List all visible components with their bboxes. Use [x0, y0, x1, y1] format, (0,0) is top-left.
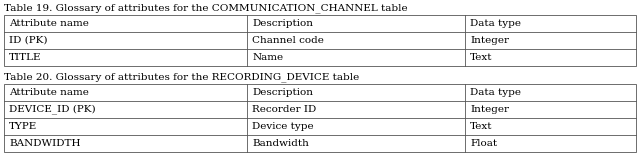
- Text: Text: Text: [470, 53, 493, 62]
- Text: Name: Name: [252, 53, 284, 62]
- Text: TITLE: TITLE: [9, 53, 42, 62]
- Text: Integer: Integer: [470, 105, 509, 114]
- Bar: [4, 84, 636, 152]
- Text: Bandwidth: Bandwidth: [252, 139, 309, 148]
- Text: Channel code: Channel code: [252, 36, 324, 45]
- Text: Attribute name: Attribute name: [9, 88, 89, 97]
- Text: DEVICE_ID (PK): DEVICE_ID (PK): [9, 105, 95, 114]
- Text: Attribute name: Attribute name: [9, 19, 89, 28]
- Text: ID (PK): ID (PK): [9, 36, 47, 45]
- Text: Table 19. Glossary of attributes for the COMMUNICATION_CHANNEL table: Table 19. Glossary of attributes for the…: [4, 3, 408, 13]
- Text: Data type: Data type: [470, 19, 522, 28]
- Text: Table 20. Glossary of attributes for the RECORDING_DEVICE table: Table 20. Glossary of attributes for the…: [4, 72, 359, 82]
- Text: BANDWIDTH: BANDWIDTH: [9, 139, 81, 148]
- Text: Data type: Data type: [470, 88, 522, 97]
- Text: Recorder ID: Recorder ID: [252, 105, 317, 114]
- Text: TYPE: TYPE: [9, 122, 37, 131]
- Text: Description: Description: [252, 88, 314, 97]
- Bar: [4, 15, 636, 66]
- Text: Float: Float: [470, 139, 497, 148]
- Text: Description: Description: [252, 19, 314, 28]
- Text: Integer: Integer: [470, 36, 509, 45]
- Text: Text: Text: [470, 122, 493, 131]
- Text: Device type: Device type: [252, 122, 314, 131]
